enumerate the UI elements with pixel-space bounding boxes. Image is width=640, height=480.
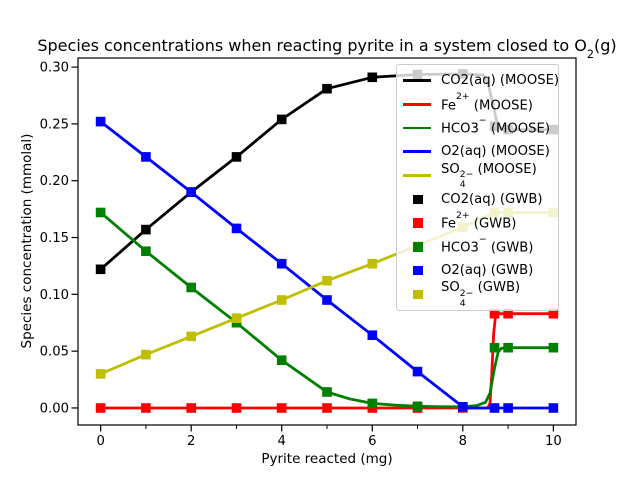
plot-border bbox=[77, 57, 577, 426]
x-tick-label: 2 bbox=[187, 434, 195, 449]
marker-co2-gwb bbox=[322, 83, 332, 94]
x-tick-label: 10 bbox=[545, 434, 562, 449]
y-tick-label: 0.00 bbox=[40, 401, 69, 416]
legend-label: SO 2− 4 (GWB) bbox=[441, 280, 521, 309]
marker-fe-gwb bbox=[186, 403, 196, 413]
legend-label: HCO3− (GWB) bbox=[441, 234, 534, 256]
marker-hco3-gwb bbox=[322, 387, 332, 397]
legend-entry: SO 2− 4 (GWB) bbox=[403, 280, 552, 309]
marker-fe-gwb bbox=[95, 403, 106, 413]
marker-fe-gwb bbox=[489, 308, 500, 319]
line-hco3-moose bbox=[99, 211, 555, 409]
marker-hco3-gwb bbox=[141, 246, 151, 256]
legend-line-swatch bbox=[403, 102, 433, 106]
legend-square-swatch bbox=[403, 194, 433, 205]
legend-entry: Fe2+ (MOOSE) bbox=[403, 91, 552, 116]
marker-fe-gwb bbox=[276, 403, 287, 413]
legend-square-swatch bbox=[403, 242, 433, 252]
legend: CO2(aq) (MOOSE) Fe2+ (MOOSE) HCO3− (MOOSE)… bbox=[396, 64, 559, 311]
marker-co2-gwb bbox=[367, 72, 378, 83]
marker-hco3-gwb bbox=[548, 342, 559, 353]
marker-so4-gwb bbox=[322, 275, 332, 286]
marker-so4-gwb bbox=[276, 295, 287, 305]
legend-entry: CO2(aq) (GWB) bbox=[403, 188, 552, 211]
x-tick-label: 0 bbox=[96, 434, 104, 449]
legend-square-swatch bbox=[403, 218, 433, 228]
marker-co2-gwb bbox=[95, 264, 106, 275]
marker-fe-gwb bbox=[231, 403, 242, 413]
y-tick-label: 0.20 bbox=[40, 174, 69, 189]
marker-o2-gwb bbox=[458, 402, 468, 412]
legend-entry: O2(aq) (MOOSE) bbox=[403, 140, 552, 163]
legend-line-swatch bbox=[403, 150, 433, 154]
marker-hco3-gwb bbox=[367, 398, 378, 409]
legend-line-swatch bbox=[403, 126, 433, 130]
legend-label: HCO3− (MOOSE) bbox=[441, 115, 550, 137]
marker-o2-gwb bbox=[548, 403, 559, 413]
marker-o2-gwb bbox=[276, 258, 287, 269]
marker-o2-gwb bbox=[489, 403, 500, 413]
marker-co2-gwb bbox=[231, 152, 242, 162]
legend-square-swatch bbox=[403, 289, 433, 300]
marker-so4-gwb bbox=[141, 349, 151, 360]
y-tick-label: 0.05 bbox=[40, 345, 69, 360]
y-tick-label: 0.25 bbox=[40, 117, 69, 132]
legend-label: Fe2+ (MOOSE) bbox=[441, 91, 533, 113]
marker-hco3-gwb bbox=[489, 342, 500, 353]
y-tick-label: 0.30 bbox=[40, 61, 69, 76]
legend-entry: SO 2− 4 (MOOSE) bbox=[403, 161, 552, 190]
y-axis-label: Species concentration (mmolal) bbox=[19, 133, 35, 349]
marker-o2-gwb bbox=[322, 295, 332, 305]
legend-entry: O2(aq) (GWB) bbox=[403, 259, 552, 282]
marker-o2-gwb bbox=[412, 366, 423, 377]
x-axis-label: Pyrite reacted (mg) bbox=[261, 451, 393, 467]
marker-fe-gwb bbox=[322, 403, 332, 413]
legend-label: O2(aq) (MOOSE) bbox=[441, 144, 550, 160]
marker-o2-gwb bbox=[141, 152, 151, 162]
x-tick-label: 8 bbox=[459, 434, 467, 449]
marker-so4-gwb bbox=[186, 331, 196, 342]
marker-hco3-gwb bbox=[503, 342, 513, 353]
legend-entry: HCO3− (MOOSE) bbox=[403, 115, 552, 140]
marker-hco3-gwb bbox=[186, 282, 196, 293]
marker-co2-gwb bbox=[276, 114, 287, 125]
marker-fe-gwb bbox=[141, 403, 151, 413]
legend-square-swatch bbox=[403, 265, 433, 276]
x-tick-label: 6 bbox=[368, 434, 376, 449]
legend-label: O2(aq) (GWB) bbox=[441, 263, 534, 279]
marker-so4-gwb bbox=[95, 369, 106, 379]
legend-entry: Fe2+ (GWB) bbox=[403, 210, 552, 235]
legend-line-swatch bbox=[403, 79, 433, 82]
legend-label: CO2(aq) (MOOSE) bbox=[441, 73, 560, 88]
legend-label: SO 2− 4 (MOOSE) bbox=[441, 161, 537, 190]
marker-hco3-gwb bbox=[412, 401, 423, 412]
legend-entry: HCO3− (GWB) bbox=[403, 234, 552, 258]
y-tick-label: 0.10 bbox=[40, 288, 69, 303]
marker-hco3-gwb bbox=[276, 355, 287, 365]
marker-o2-gwb bbox=[95, 116, 106, 127]
legend-line-swatch bbox=[403, 174, 433, 177]
marker-co2-gwb bbox=[141, 224, 151, 235]
marker-fe-gwb bbox=[548, 308, 559, 319]
marker-so4-gwb bbox=[231, 313, 242, 323]
marker-o2-gwb bbox=[367, 330, 378, 340]
y-tick-label: 0.15 bbox=[40, 231, 69, 246]
legend-label: Fe2+ (GWB) bbox=[441, 210, 517, 232]
legend-label: CO2(aq) (GWB) bbox=[441, 191, 543, 207]
legend-entry: CO2(aq) (MOOSE) bbox=[403, 69, 559, 92]
marker-o2-gwb bbox=[231, 223, 242, 234]
chart-title: Species concentrations when reacting pyr… bbox=[37, 36, 617, 61]
marker-so4-gwb bbox=[367, 258, 378, 269]
x-tick-label: 4 bbox=[278, 434, 286, 449]
marker-o2-gwb bbox=[503, 403, 513, 413]
marker-o2-gwb bbox=[186, 187, 196, 197]
marker-hco3-gwb bbox=[95, 207, 106, 218]
marker-fe-gwb bbox=[503, 308, 513, 319]
